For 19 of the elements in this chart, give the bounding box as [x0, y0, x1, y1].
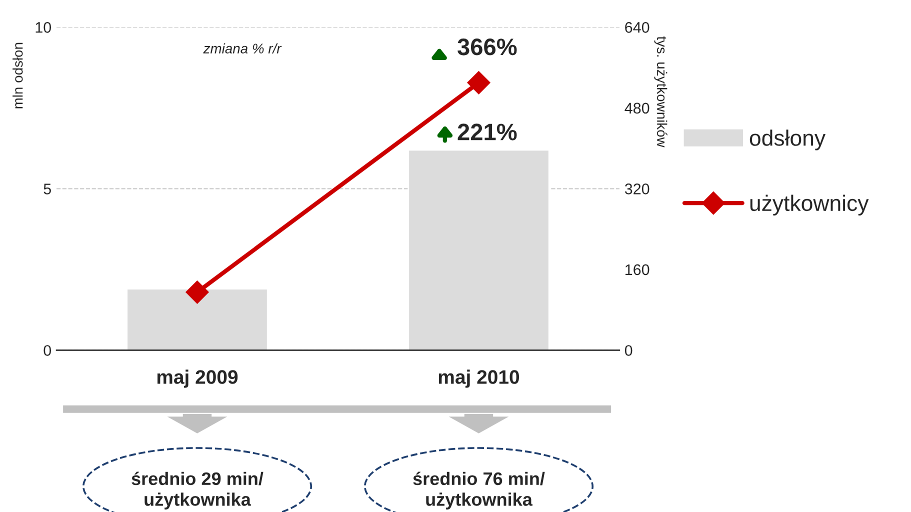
legend-label: użytkownicy — [750, 194, 869, 216]
y2-tick-label: 160 — [626, 264, 650, 276]
y-axis-title: mln odsłon — [12, 42, 23, 108]
y-tick-label: 10 — [36, 22, 52, 33]
y2-tick-label: 0 — [624, 345, 632, 356]
annotation: zmiana % r/r — [203, 43, 282, 54]
text: średnio 29 min/ użytkownika — [132, 472, 264, 510]
y2-tick-label: 640 — [625, 22, 650, 33]
x-tick-label: maj 2009 — [157, 370, 238, 388]
y2-axis-title: tys. użytkowników — [654, 36, 668, 148]
y2-tick-label: 480 — [624, 102, 650, 114]
annotation: 366% — [458, 38, 517, 56]
y-tick-label: 5 — [44, 184, 51, 194]
legend-label: odsłony — [750, 130, 826, 150]
text: średnio 76 min/ użytkownika — [413, 472, 545, 510]
x-tick-label: maj 2010 — [438, 370, 520, 388]
y-tick-label: 0 — [44, 345, 52, 356]
annotation: 221% — [458, 124, 517, 140]
y2-tick-label: 320 — [624, 184, 650, 194]
